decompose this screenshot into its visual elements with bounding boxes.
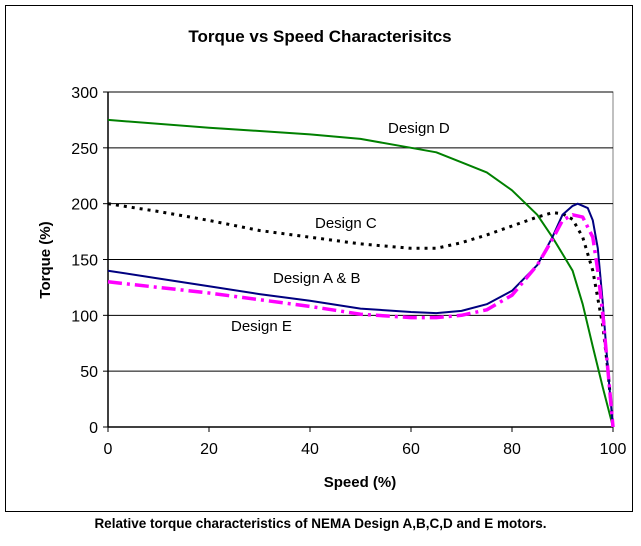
chart-title: Torque vs Speed Characterisitcs bbox=[188, 27, 451, 46]
series-line-design-e bbox=[107, 213, 615, 428]
series-label: Design A & B bbox=[273, 270, 361, 287]
x-tick-label: 40 bbox=[301, 441, 319, 458]
x-tick-label: 20 bbox=[200, 441, 218, 458]
series-line-design-c bbox=[107, 202, 615, 428]
series-label: Design E bbox=[231, 318, 292, 335]
y-tick-label: 100 bbox=[71, 308, 98, 325]
y-tick-label: 250 bbox=[71, 141, 98, 158]
x-axis-label: Speed (%) bbox=[324, 474, 397, 491]
y-axis-label: Torque (%) bbox=[37, 221, 54, 298]
y-tick-label: 150 bbox=[71, 253, 98, 270]
x-tick-label: 100 bbox=[600, 441, 627, 458]
x-tick-label: 80 bbox=[503, 441, 521, 458]
series-label: Design D bbox=[388, 120, 450, 137]
y-tick-label: 50 bbox=[80, 364, 98, 381]
x-tick-label: 0 bbox=[104, 441, 113, 458]
series-line-design-d bbox=[107, 118, 614, 428]
series-label: Design C bbox=[315, 215, 377, 232]
y-tick-label: 0 bbox=[89, 420, 98, 437]
y-tick-label: 300 bbox=[71, 85, 98, 102]
x-tick-label: 60 bbox=[402, 441, 420, 458]
chart-frame bbox=[5, 5, 633, 512]
figure-caption: Relative torque characteristics of NEMA … bbox=[94, 516, 547, 531]
y-tick-label: 200 bbox=[71, 197, 98, 214]
